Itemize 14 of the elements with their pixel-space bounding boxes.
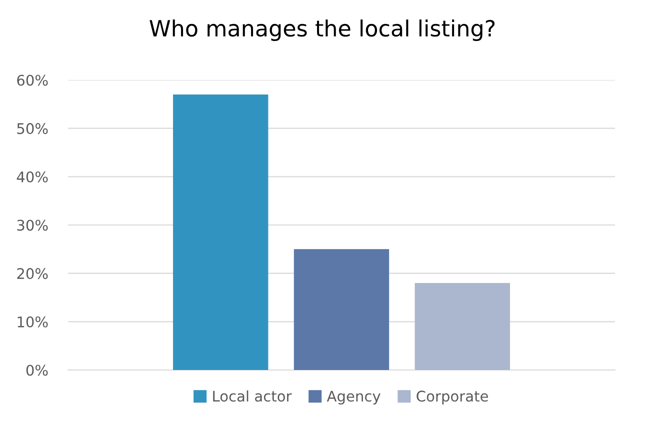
bar [294, 249, 390, 370]
y-tick-label: 50% [17, 123, 48, 134]
y-tick-label: 40% [16, 171, 48, 182]
y-tick-label: 20% [17, 268, 48, 280]
y-tick-label: 0% [26, 364, 48, 376]
legend-label: Local actor [213, 390, 292, 402]
bar [173, 94, 268, 370]
legend-label: Agency [326, 390, 380, 404]
y-tick-label: 10% [18, 316, 48, 328]
chart-title: Who manages the local listing? [150, 19, 495, 41]
y-tick-label: 60% [17, 74, 48, 86]
y-tick-label: 30% [17, 220, 48, 231]
legend-label: Corporate [416, 390, 488, 404]
bar [414, 283, 510, 370]
